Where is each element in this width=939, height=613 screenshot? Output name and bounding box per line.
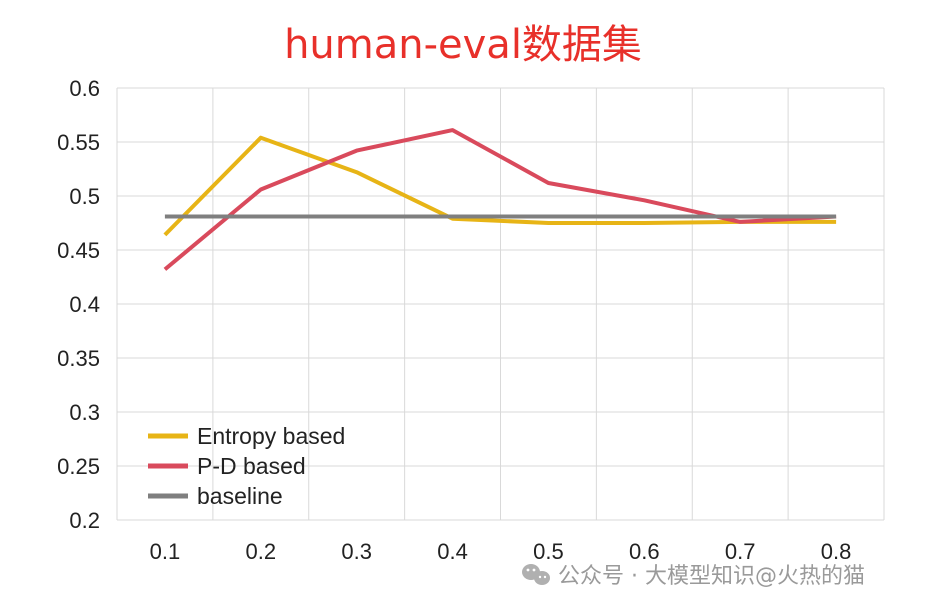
series-layer bbox=[163, 128, 837, 271]
y-axis-ticks: 0.2 0.25 0.3 0.35 0.4 0.45 0.5 0.55 0.6 bbox=[57, 76, 100, 533]
watermark: 公众号 · 大模型知识@火热的猫 bbox=[522, 564, 865, 589]
grid-layer bbox=[116, 87, 885, 521]
x-tick-label: 0.4 bbox=[437, 539, 468, 564]
x-tick-label: 0.2 bbox=[246, 539, 277, 564]
y-tick-label: 0.25 bbox=[57, 454, 100, 479]
legend-label: baseline bbox=[197, 483, 283, 509]
series-line-entropy-based bbox=[163, 135, 837, 237]
x-tick-label: 0.8 bbox=[821, 539, 852, 564]
x-axis-ticks: 0.1 0.2 0.3 0.4 0.5 0.6 0.7 0.8 bbox=[150, 539, 852, 564]
watermark-text: 公众号 · 大模型知识@火热的猫 bbox=[558, 564, 865, 589]
x-tick-label: 0.6 bbox=[629, 539, 660, 564]
chart-title: human-eval数据集 bbox=[284, 22, 642, 68]
x-tick-label: 0.3 bbox=[341, 539, 372, 564]
wechat-icon bbox=[522, 564, 550, 585]
y-tick-label: 0.35 bbox=[57, 346, 100, 371]
y-tick-label: 0.45 bbox=[57, 238, 100, 263]
x-tick-label: 0.7 bbox=[725, 539, 756, 564]
x-tick-label: 0.1 bbox=[150, 539, 181, 564]
legend-label: Entropy based bbox=[197, 423, 345, 449]
y-tick-label: 0.3 bbox=[69, 400, 100, 425]
y-tick-label: 0.55 bbox=[57, 130, 100, 155]
y-tick-label: 0.5 bbox=[69, 184, 100, 209]
y-tick-label: 0.4 bbox=[69, 292, 100, 317]
legend-label: P-D based bbox=[197, 453, 306, 479]
x-tick-label: 0.5 bbox=[533, 539, 564, 564]
legend: Entropy based P-D based baseline bbox=[148, 423, 345, 509]
y-tick-label: 0.2 bbox=[69, 508, 100, 533]
y-tick-label: 0.6 bbox=[69, 76, 100, 101]
